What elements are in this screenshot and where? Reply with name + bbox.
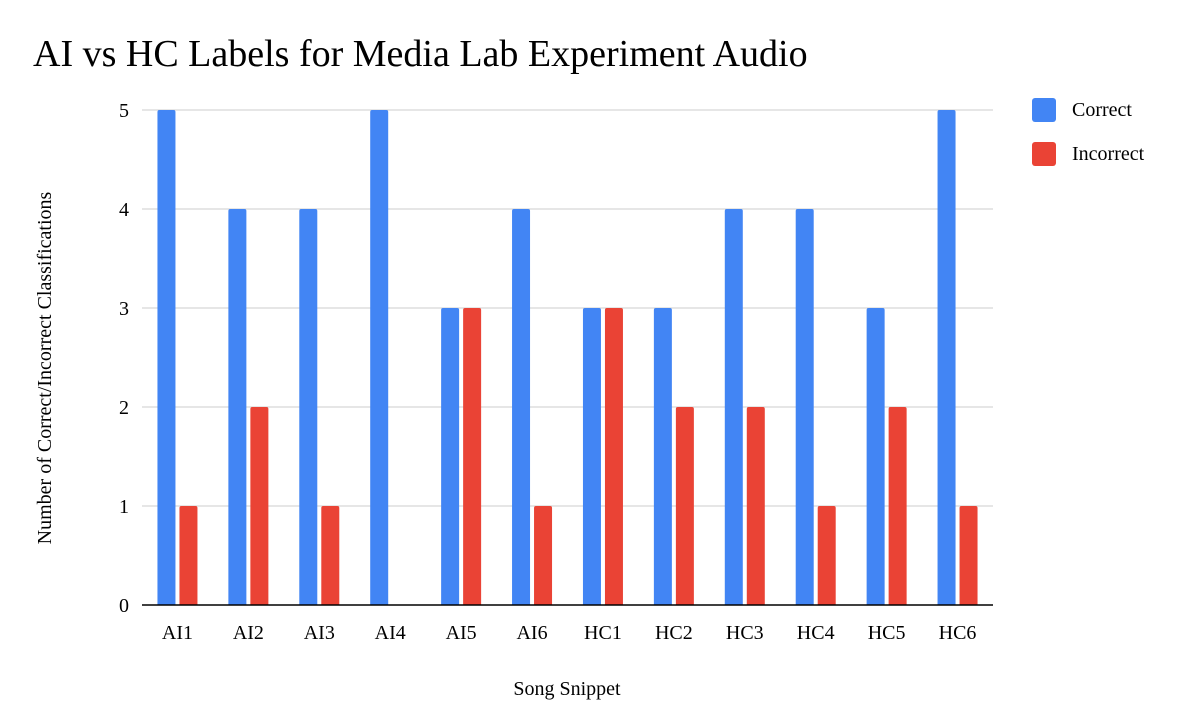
bar-incorrect-ai1: [179, 506, 198, 605]
y-tick-label: 5: [119, 100, 129, 122]
x-axis-title: Song Snippet: [513, 678, 621, 700]
bar-correct-hc4: [795, 209, 814, 605]
bar-correct-hc6: [937, 110, 956, 605]
bar-correct-ai4: [370, 110, 389, 605]
x-tick-label: AI4: [375, 622, 406, 644]
y-axis-title: Number of Correct/Incorrect Classificati…: [34, 191, 56, 544]
bar-incorrect-hc2: [675, 407, 694, 605]
x-tick-label: HC2: [655, 622, 693, 644]
y-tick-label: 2: [119, 397, 129, 419]
legend-label-correct: Correct: [1072, 99, 1132, 121]
bar-incorrect-ai5: [463, 308, 482, 605]
bar-incorrect-hc5: [888, 407, 907, 605]
x-tick-label: AI5: [446, 622, 477, 644]
bar-correct-hc1: [582, 308, 601, 605]
x-tick-label: HC3: [726, 622, 764, 644]
chart-title: AI vs HC Labels for Media Lab Experiment…: [33, 33, 808, 75]
x-tick-label: AI3: [304, 622, 335, 644]
y-tick-label: 4: [119, 199, 129, 221]
x-tick-label: HC6: [939, 622, 977, 644]
legend-swatch-incorrect: [1032, 142, 1056, 166]
bar-incorrect-ai2: [250, 407, 269, 605]
x-tick-label: HC4: [797, 622, 835, 644]
y-tick-label: 3: [119, 298, 129, 320]
x-tick-label: HC5: [868, 622, 906, 644]
bar-incorrect-hc4: [817, 506, 836, 605]
bar-correct-ai2: [228, 209, 247, 605]
bar-incorrect-ai3: [321, 506, 340, 605]
y-axis-ticks: 0 1 2 3 4 5: [119, 100, 129, 617]
bar-incorrect-hc6: [959, 506, 978, 605]
legend: Correct Incorrect: [1032, 98, 1145, 166]
bars: [157, 110, 978, 605]
bar-correct-hc3: [724, 209, 743, 605]
bar-correct-ai5: [441, 308, 460, 605]
y-tick-label: 0: [119, 595, 129, 617]
bar-incorrect-hc3: [746, 407, 765, 605]
bar-correct-ai3: [299, 209, 318, 605]
gridlines: [142, 109, 993, 507]
bar-incorrect-ai6: [534, 506, 553, 605]
y-tick-label: 1: [119, 496, 129, 518]
x-tick-label: AI1: [162, 622, 193, 644]
x-tick-label: AI2: [233, 622, 264, 644]
x-axis-ticks: AI1 AI2 AI3 AI4 AI5 AI6 HC1 HC2 HC3 HC4 HC5 HC6: [162, 622, 977, 644]
bar-incorrect-hc1: [604, 308, 623, 605]
legend-label-incorrect: Incorrect: [1072, 143, 1145, 165]
bar-correct-hc5: [866, 308, 885, 605]
legend-swatch-correct: [1032, 98, 1056, 122]
bar-correct-ai1: [157, 110, 176, 605]
x-tick-label: HC1: [584, 622, 622, 644]
bar-correct-hc2: [653, 308, 672, 605]
bar-correct-ai6: [512, 209, 531, 605]
x-tick-label: AI6: [516, 622, 547, 644]
